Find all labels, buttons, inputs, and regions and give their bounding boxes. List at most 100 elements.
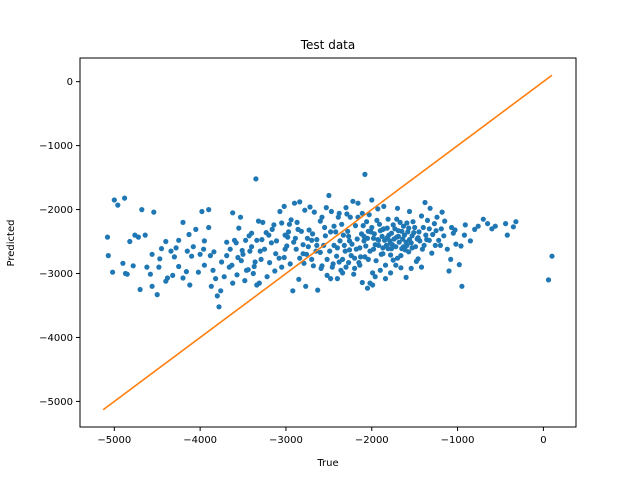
scatter-point [319,263,325,269]
scatter-point [210,267,216,273]
scatter-point [279,264,285,270]
scatter-point [282,232,288,238]
scatter-point [437,242,443,248]
scatter-point [364,285,371,291]
scatter-point [170,272,176,278]
scatter-point [322,233,328,239]
scatter-point [401,232,407,238]
scatter-point [456,262,462,268]
scatter-point [260,219,266,225]
scatter-point [434,214,440,220]
scatter-point [352,265,358,271]
scatter-point [230,210,236,216]
scatter-point [349,241,355,247]
scatter-point [420,224,426,231]
scatter-point [173,245,179,251]
scatter-point [297,255,303,261]
scatter-point [254,237,260,243]
scatter-point [259,237,265,243]
scatter-point [319,214,325,220]
scatter-point [135,234,141,240]
scatter-point [385,216,391,222]
scatter-point [286,221,292,227]
scatter-point [127,238,133,245]
scatter-point [363,243,369,249]
scatter-point [236,225,242,231]
scatter-point [403,274,409,280]
scatter-point [513,219,519,225]
scatter-point [375,206,381,212]
scatter-point [295,226,301,232]
scatter-point [257,248,263,254]
scatter-point [339,221,345,227]
x-axis-ticks: −5000 −4000 −3000 −2000 −1000 0 [97,427,547,446]
scatter-point [180,275,186,281]
scatter-point [357,262,363,268]
scatter-point [315,287,321,293]
scatter-point [384,225,390,231]
scatter-point [104,234,111,240]
scatter-point [233,240,239,246]
scatter-point [369,224,375,231]
scatter-point [395,228,401,234]
scatter-point [218,288,224,294]
scatter-point [249,244,255,250]
scatter-point [410,219,416,225]
scatter-point [206,224,212,231]
scatter-point [105,253,111,259]
scatter-point [224,253,230,259]
scatter-point [334,276,340,282]
scatter-point [374,217,380,223]
scatter-point [317,249,323,255]
scatter-point [324,272,330,278]
scatter-point [208,283,214,289]
scatter-point [404,220,410,226]
scatter-point [201,246,207,252]
chart-title: Test data [300,38,355,52]
scatter-point [394,216,400,222]
scatter-point [406,208,413,215]
scatter-point [154,292,160,298]
scatter-point [393,262,399,268]
scatter-point [324,256,330,262]
scatter-point [311,209,317,215]
scatter-point [379,233,385,239]
scatter-point [285,229,292,235]
scatter-point [448,256,454,262]
scatter-point [430,231,436,238]
scatter-point [163,238,169,245]
scatter-point [380,251,386,257]
scatter-point [340,232,346,238]
scatter-point [388,240,394,247]
scatter-point [384,235,390,241]
scatter-point [388,252,394,258]
scatter-point [439,209,445,215]
scatter-point [147,271,153,277]
scatter-point [382,262,389,268]
y-tick-label: −3000 [39,269,73,280]
scatter-point [193,226,199,232]
scatter-point [489,226,495,232]
scatter-point [189,253,195,259]
scatter-point [336,210,342,216]
scatter-point [409,245,415,251]
scatter-point [229,262,235,268]
scatter-point [317,218,323,224]
scatter-point [190,244,196,250]
scatter-point [412,224,418,231]
scatter-point [424,217,431,223]
reference-line [102,74,553,411]
scatter-point [149,251,155,257]
scatter-point [213,276,219,282]
scatter-point [334,253,340,259]
scatter-point [250,270,256,277]
scatter-point [398,253,404,259]
scatter-point [375,237,381,243]
scatter-point [390,257,396,263]
scatter-point [427,205,433,211]
scatter-point [158,246,165,252]
scatter-point [436,237,442,243]
scatter-point [322,224,328,231]
scatter-point [306,227,312,233]
scatter-point [337,238,343,244]
